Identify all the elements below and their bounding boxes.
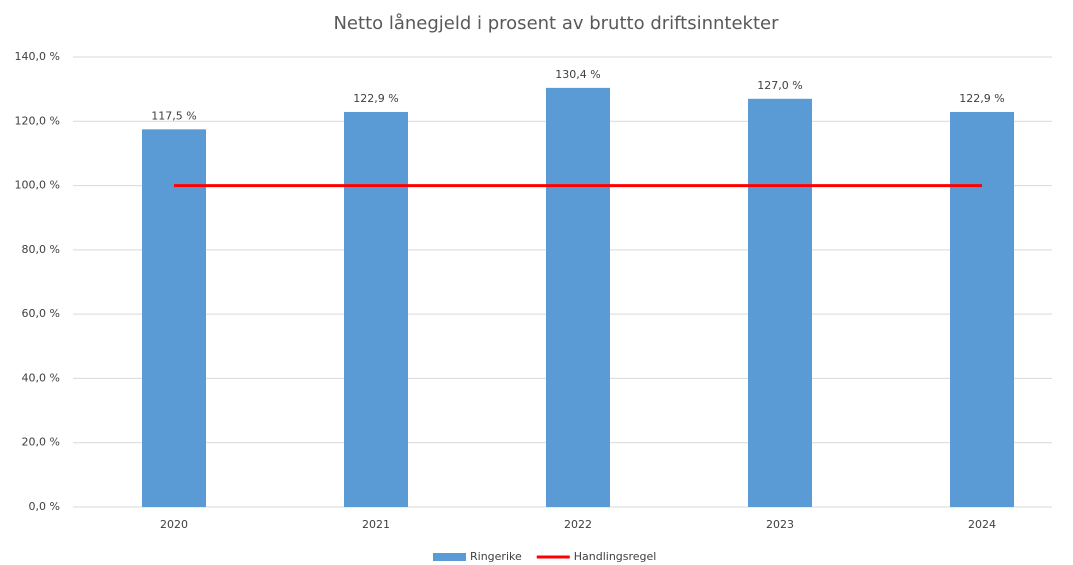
data-label: 117,5 % xyxy=(151,109,196,122)
data-label: 122,9 % xyxy=(959,92,1004,105)
bar xyxy=(142,129,206,508)
legend-label: Ringerike xyxy=(470,550,522,563)
bar xyxy=(748,98,812,508)
x-tick-label: 2021 xyxy=(362,518,390,531)
bar xyxy=(950,111,1014,507)
data-label: 122,9 % xyxy=(353,92,398,105)
y-tick-label: 100,0 % xyxy=(15,179,60,192)
x-tick-label: 2022 xyxy=(564,518,592,531)
chart-title: Netto lånegjeld i prosent av brutto drif… xyxy=(333,13,779,34)
y-tick-label: 20,0 % xyxy=(22,436,60,449)
x-tick-label: 2024 xyxy=(968,518,996,531)
y-tick-label: 60,0 % xyxy=(22,307,60,320)
legend-label: Handlingsregel xyxy=(574,550,657,563)
data-label: 130,4 % xyxy=(555,68,600,81)
x-tick-label: 2023 xyxy=(766,518,794,531)
x-tick-label: 2020 xyxy=(160,518,188,531)
y-tick-label: 80,0 % xyxy=(22,243,60,256)
y-tick-label: 0,0 % xyxy=(29,500,60,513)
y-tick-label: 120,0 % xyxy=(15,114,60,127)
bar xyxy=(546,87,610,507)
y-tick-label: 140,0 % xyxy=(15,50,60,63)
bar xyxy=(344,111,408,507)
legend-swatch xyxy=(433,553,466,561)
data-label: 127,0 % xyxy=(757,79,802,92)
y-tick-label: 40,0 % xyxy=(22,371,60,384)
